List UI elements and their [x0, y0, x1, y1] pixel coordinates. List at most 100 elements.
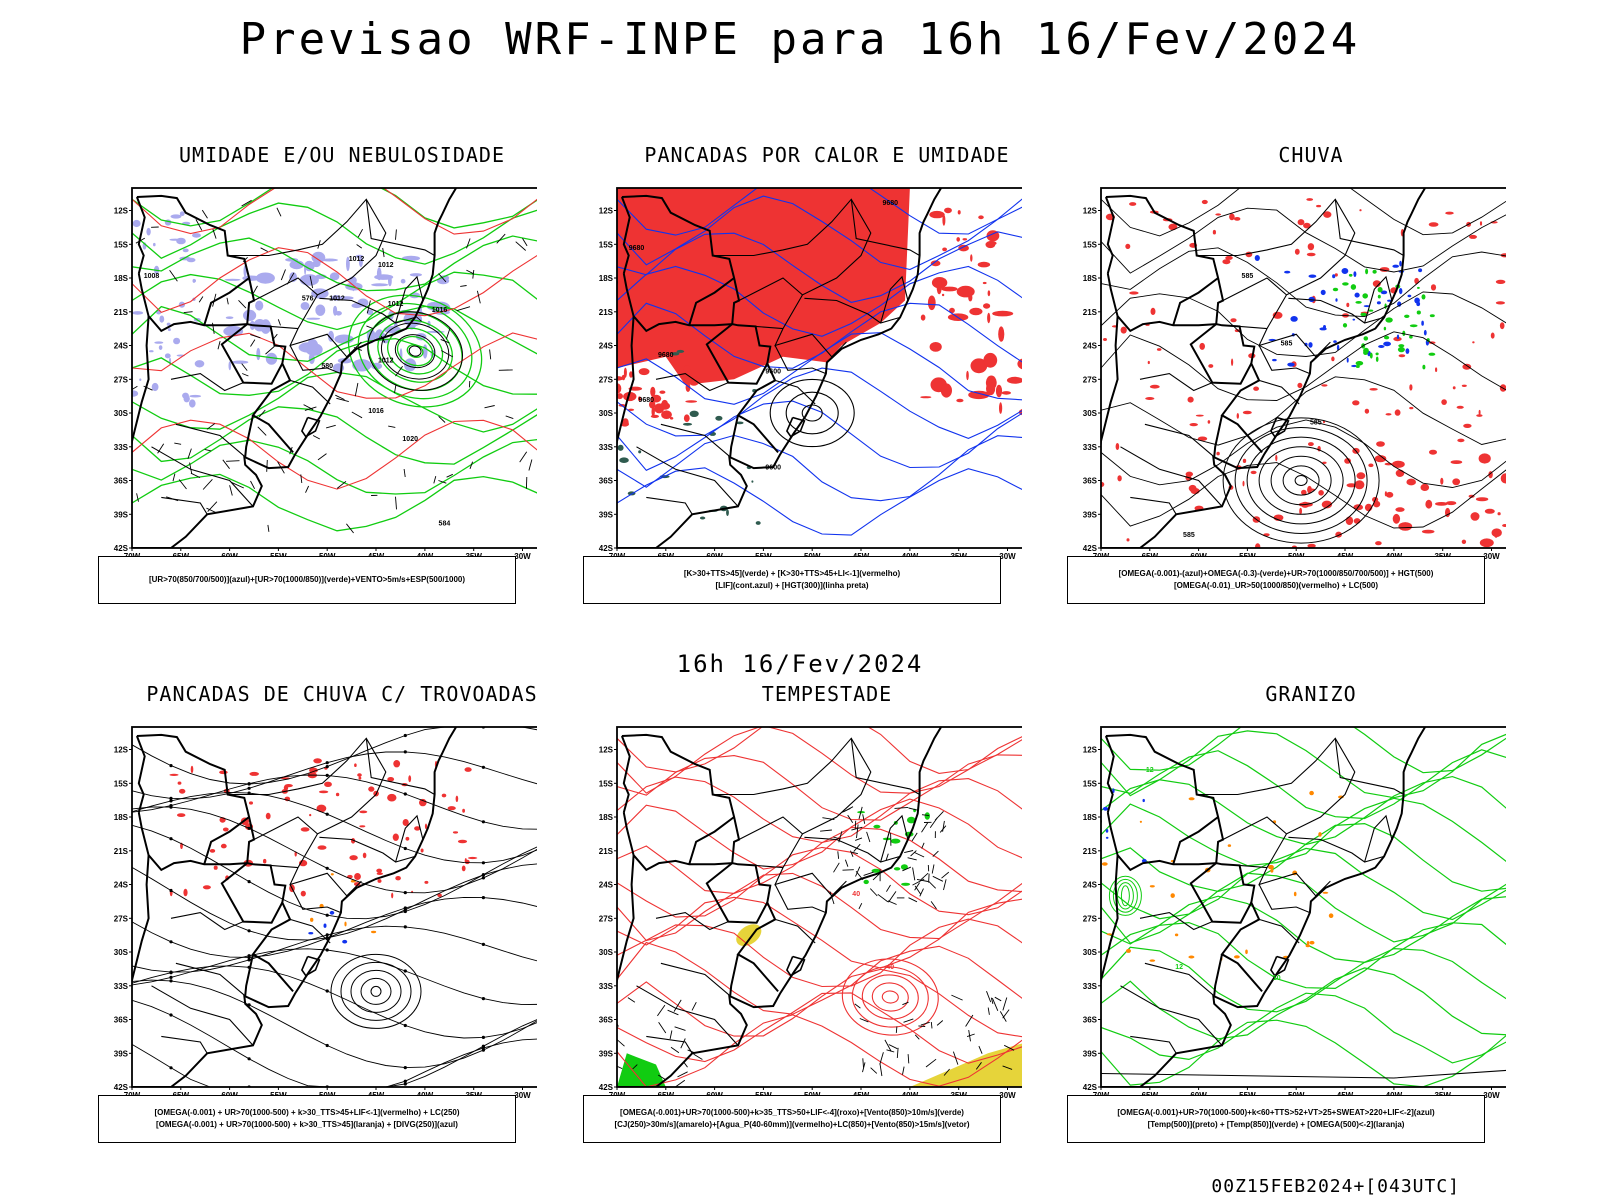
humidity-high-area	[255, 300, 264, 311]
wind-vector	[496, 233, 506, 244]
country-border	[705, 862, 769, 924]
rain-area	[1420, 483, 1430, 491]
humidity-high-area	[146, 227, 151, 236]
wind-vector	[847, 814, 854, 824]
precipitable-water-contour	[841, 958, 939, 1036]
coastline	[132, 188, 457, 548]
humidity-low-contour	[347, 294, 483, 408]
state-border	[1120, 985, 1223, 1046]
rain-area	[1462, 363, 1472, 370]
rain-area	[1430, 284, 1437, 291]
thunderstorm-area	[467, 856, 478, 860]
rain-area	[1255, 543, 1261, 548]
rain-strong-ascent-area	[1416, 310, 1421, 315]
wind-vector	[941, 871, 950, 879]
valid-time-label: 16h 16/Fev/2024	[676, 650, 924, 678]
pressure-contour	[367, 311, 464, 391]
rain-area	[1368, 463, 1374, 468]
wind-vector	[505, 415, 514, 420]
rain-area	[1354, 480, 1365, 490]
humidity-high-area	[225, 316, 234, 319]
rain-ascent-area	[1341, 268, 1349, 274]
humidity-high-area	[192, 233, 201, 238]
rain-area	[1275, 454, 1278, 462]
strong-ascent-area	[1149, 959, 1156, 962]
precipitable-water-contour	[617, 826, 1022, 894]
rain-strong-ascent-area	[1429, 314, 1435, 318]
map-umidade: 1012 1012 1012 1012 1012 1016 1016 1020 1008 576 5…	[114, 187, 537, 561]
wind-vector	[217, 340, 221, 350]
rain-ascent-area	[1421, 320, 1424, 326]
thunderstorm-area	[441, 793, 447, 798]
thunderstorm-area	[249, 801, 253, 805]
streamline	[132, 925, 537, 973]
strong-ascent-area	[1227, 844, 1232, 847]
stream-arrow-mark	[481, 942, 485, 946]
height-contour	[801, 404, 823, 422]
height-contour	[1234, 427, 1368, 534]
lat-tick-label: 30S	[114, 948, 129, 957]
state-border	[1288, 836, 1385, 863]
lifted-index-contour	[617, 332, 1022, 405]
instability-area	[683, 365, 691, 375]
lat-tick-label: 18S	[1083, 813, 1098, 822]
humidity-high-area	[404, 358, 417, 372]
thunderstorm-area	[455, 795, 459, 802]
instability-dark-area	[699, 516, 706, 520]
wind-vector	[877, 893, 889, 903]
instability-area	[968, 390, 990, 400]
rain-area	[1242, 480, 1245, 487]
thunderstorm-area	[309, 813, 312, 817]
lon-tick-label: 30W	[514, 552, 531, 561]
contour-label: 585	[1281, 341, 1293, 348]
state-border	[319, 297, 416, 324]
stream-arrow-mark	[325, 948, 329, 952]
rain-ascent-area	[1396, 334, 1400, 340]
humidity-low-contour	[406, 344, 424, 359]
rain-area	[1409, 384, 1413, 391]
wind-vector	[920, 872, 929, 881]
legend-line: [OMEGA(-0.001)+UR>70(1000-500)+k>35_TTS>…	[620, 1108, 964, 1117]
wind-vector	[862, 1058, 864, 1068]
wind-vector	[519, 451, 528, 463]
humidity-high-area	[400, 278, 406, 284]
country-border	[137, 812, 248, 872]
thunderstorm-area	[349, 855, 358, 861]
country-border	[1104, 735, 1115, 813]
height-contour	[1282, 465, 1320, 496]
wind-vector	[886, 1049, 895, 1053]
rain-ascent-area	[1354, 292, 1360, 298]
wind-vector	[833, 862, 840, 873]
state-border	[660, 962, 731, 997]
rain-area	[1215, 213, 1222, 216]
streamline-vortex	[350, 969, 402, 1013]
thunderstorm-area	[249, 771, 259, 776]
rain-area	[1187, 396, 1194, 403]
rain-area	[1469, 234, 1477, 239]
stream-arrow-mark	[481, 1048, 485, 1052]
strong-ascent-area	[1126, 948, 1131, 953]
panel-tempestade: TEMPESTADE 40 40 12S 15S 18S 21S 24S 27S 30S 33S 3…	[577, 682, 1077, 1182]
wind-vector	[914, 852, 925, 858]
height-contour	[1246, 436, 1356, 525]
panel-title: TEMPESTADE	[761, 682, 893, 706]
instability-dark-area	[619, 457, 629, 464]
thunderstorm-area	[357, 773, 362, 777]
lifted-index-contour	[617, 265, 1022, 337]
rain-area	[1229, 213, 1235, 221]
legend-box: [OMEGA(-0.001) + UR>70(1000-500) + k>30_…	[98, 1095, 516, 1143]
state-border	[365, 199, 435, 256]
instability-area	[669, 417, 674, 420]
wind-vector	[657, 1074, 667, 1081]
strong-ascent-area	[1306, 941, 1310, 945]
rain-area	[1129, 291, 1139, 295]
contour-label: 9600	[765, 369, 781, 376]
state-border	[227, 737, 387, 840]
rain-area	[1484, 508, 1495, 514]
lat-tick-label: 12S	[599, 746, 614, 755]
rain-area	[1356, 472, 1366, 480]
rain-area	[1150, 307, 1156, 315]
wind-vector	[433, 475, 437, 484]
state-border	[712, 198, 872, 301]
thunderstorm-area	[457, 839, 468, 844]
